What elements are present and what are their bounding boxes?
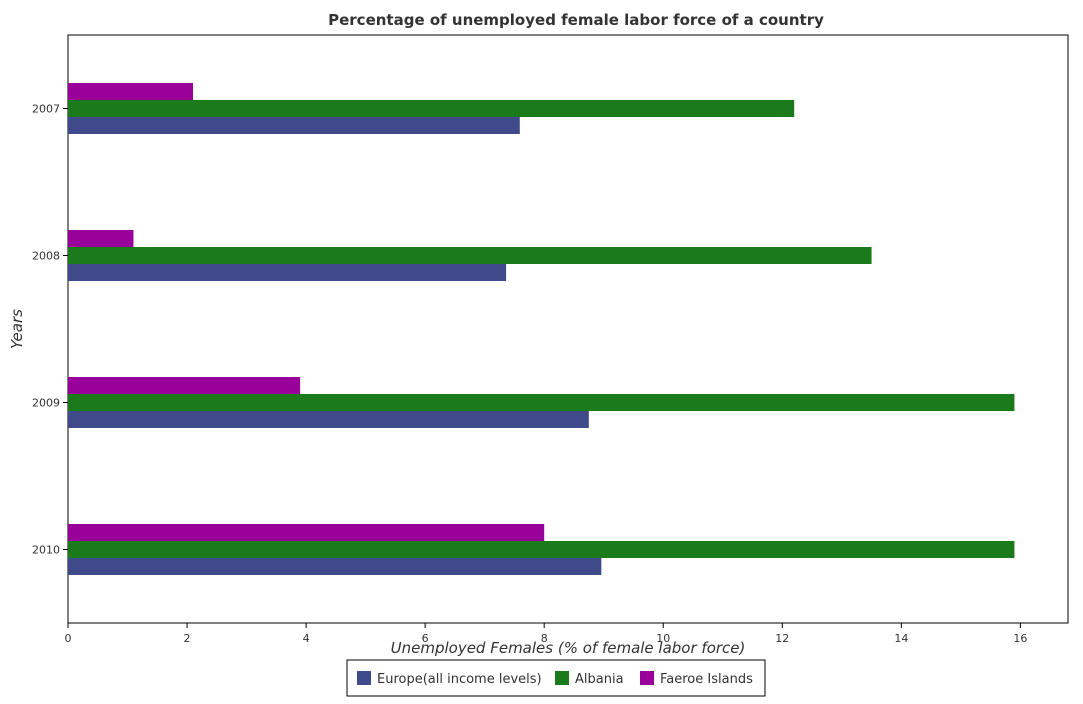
legend: Europe(all income levels) Albania Faeroe… [346,659,766,697]
legend-swatch-albania [555,671,569,685]
bar-albania-2007 [68,100,795,117]
x-tick-label-16: 16 [1013,632,1027,645]
x-tick-label-4: 4 [303,632,310,645]
legend-label-albania: Albania [575,672,624,687]
y-axis-label: Years [8,309,26,349]
legend-label-faeroe: Faeroe Islands [660,672,753,687]
x-tick-label-0: 0 [65,632,72,645]
bar-albania-2009 [68,394,1015,411]
bar-europe-all-income-levels-2009 [68,411,589,428]
x-tick-label-2: 2 [184,632,191,645]
chart-title: Percentage of unemployed female labor fo… [328,11,824,29]
x-tick-label-12: 12 [775,632,789,645]
bar-europe-all-income-levels-2007 [68,117,520,134]
legend-label-europe: Europe(all income levels) [377,672,542,687]
x-axis-ticks: 0 2 4 6 8 10 12 14 16 [65,623,1027,645]
plot-area: 2007 2008 2009 2010 0 2 4 6 8 10 12 14 16 [32,34,1069,645]
y-tick-label-2007: 2007 [32,103,60,116]
bar-albania-2010 [68,541,1015,558]
bar-faeroe-islands-2008 [68,230,134,247]
y-axis-ticks: 2007 2008 2009 2010 [32,103,68,557]
x-tick-label-14: 14 [894,632,908,645]
bar-europe-all-income-levels-2008 [68,264,507,281]
y-tick-label-2010: 2010 [32,544,60,557]
bars-layer [68,83,1015,575]
legend-swatch-faeroe [640,671,654,685]
bar-faeroe-islands-2009 [68,377,301,394]
y-tick-label-2008: 2008 [32,250,60,263]
x-tick-label-8: 8 [541,632,548,645]
bar-albania-2008 [68,247,872,264]
y-tick-label-2009: 2009 [32,397,60,410]
x-tick-label-10: 10 [656,632,670,645]
bar-faeroe-islands-2010 [68,524,545,541]
legend-swatch-europe [357,671,371,685]
bar-faeroe-islands-2007 [68,83,193,100]
x-tick-label-6: 6 [422,632,429,645]
bar-europe-all-income-levels-2010 [68,558,602,575]
x-axis-label: Unemployed Females (% of female labor fo… [391,639,746,657]
